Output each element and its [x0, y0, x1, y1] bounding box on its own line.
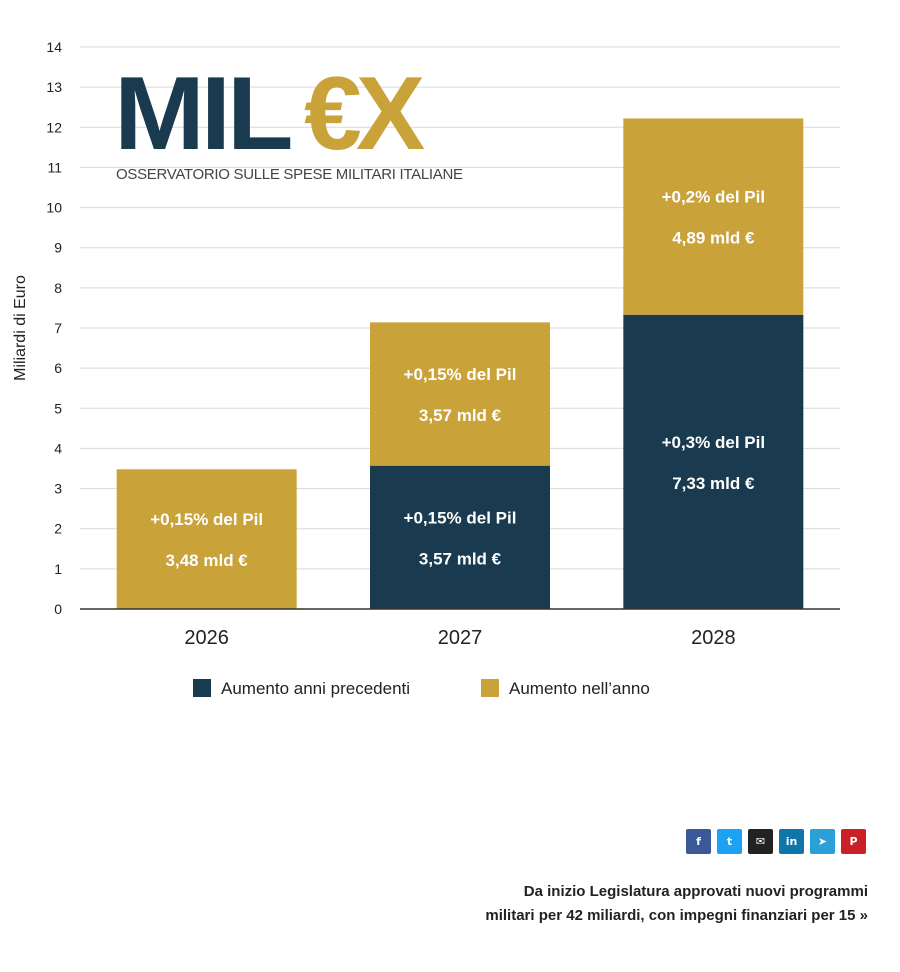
bar-2026-anno	[116, 469, 297, 609]
bar-2028-anno	[623, 118, 804, 315]
related-article-link[interactable]: Da inizio Legislatura approvati nuovi pr…	[485, 880, 868, 928]
facebook-share-button[interactable]: f	[686, 829, 711, 854]
milex-logo: MIL €X OSSERVATORIO SULLE SPESE MILITARI…	[114, 62, 464, 188]
x-tick-label: 2027	[438, 627, 483, 649]
x-tick-label: 2026	[184, 627, 229, 649]
y-tick-label: 1	[54, 561, 62, 577]
logo-ex: €X	[304, 56, 425, 172]
legend-swatch	[481, 679, 499, 697]
logo-mil: MIL	[114, 56, 294, 172]
data-label-value: 3,48 mld €	[166, 551, 249, 570]
data-label-pil: +0,3% del Pil	[662, 433, 765, 452]
x-tick-label: 2028	[691, 627, 736, 649]
bar-2027-precedenti	[370, 465, 550, 609]
y-tick-label: 2	[54, 521, 62, 537]
legend-label: Aumento nell’anno	[509, 679, 650, 698]
y-tick-label: 7	[54, 320, 62, 336]
y-tick-label: 13	[46, 79, 62, 95]
data-label-pil: +0,2% del Pil	[662, 188, 765, 207]
y-tick-label: 10	[46, 200, 62, 216]
share-buttons: f t ✉ in ➤ P	[686, 829, 866, 854]
linkedin-share-button[interactable]: in	[779, 829, 804, 854]
related-article-line1: Da inizio Legislatura approvati nuovi pr…	[523, 883, 868, 900]
y-tick-label: 11	[47, 159, 62, 175]
bar-2027-anno	[370, 322, 550, 466]
y-tick-label: 8	[54, 280, 62, 296]
data-label-pil: +0,15% del Pil	[150, 510, 263, 529]
data-label-value: 3,57 mld €	[419, 406, 502, 425]
y-tick-label: 9	[54, 240, 62, 256]
data-label-pil: +0,15% del Pil	[404, 365, 517, 384]
legend-label: Aumento anni precedenti	[221, 679, 410, 698]
email-share-button[interactable]: ✉	[748, 829, 773, 854]
data-label-pil: +0,15% del Pil	[404, 508, 517, 527]
bar-2028-precedenti	[623, 314, 804, 609]
y-tick-label: 3	[54, 481, 62, 497]
y-tick-label: 6	[54, 360, 62, 376]
y-tick-label: 5	[54, 400, 62, 416]
related-article-line2: militari per 42 miliardi, con impegni fi…	[485, 907, 868, 924]
y-tick-label: 12	[46, 119, 62, 135]
data-label-value: 4,89 mld €	[672, 229, 755, 248]
y-tick-label: 4	[54, 440, 62, 456]
telegram-share-button[interactable]: ➤	[810, 829, 835, 854]
twitter-share-button[interactable]: t	[717, 829, 742, 854]
y-tick-label: 14	[46, 39, 62, 55]
data-label-value: 3,57 mld €	[419, 549, 502, 568]
logo-subtitle: OSSERVATORIO SULLE SPESE MILITARI ITALIA…	[116, 166, 463, 183]
y-tick-label: 0	[54, 601, 62, 617]
y-axis-label: Miliardi di Euro	[12, 275, 29, 381]
legend-swatch	[193, 679, 211, 697]
pinterest-share-button[interactable]: P	[841, 829, 866, 854]
data-label-value: 7,33 mld €	[672, 474, 755, 493]
